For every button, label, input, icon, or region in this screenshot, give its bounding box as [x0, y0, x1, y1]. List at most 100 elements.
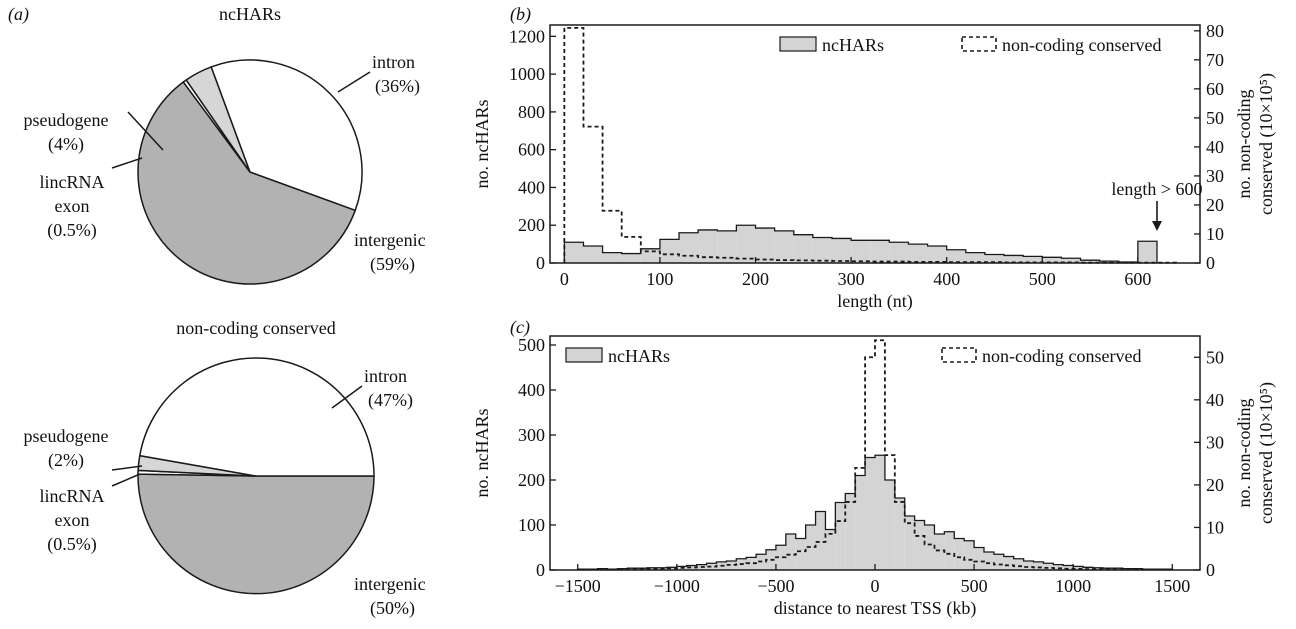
bar-ncHARs	[946, 249, 966, 263]
pie-slice-intergenic	[137, 473, 375, 595]
legend-label-non-coding-conserved: non-coding conserved	[1002, 35, 1161, 55]
y2-tick-label: 20	[1206, 195, 1224, 215]
pie-top-title: ncHARs	[219, 4, 281, 24]
pie-top-intron-pct: (36%)	[375, 76, 420, 97]
pie-bottom-intron-pct: (47%)	[368, 390, 413, 411]
pie-bottom-title: non-coding conserved	[176, 318, 335, 338]
bar-ncHARs	[746, 557, 757, 570]
series-line-ncHARs	[563, 224, 1158, 263]
pie-chart-nchars	[137, 59, 363, 285]
y2-tick-label: 10	[1206, 517, 1224, 537]
bar-ncHARs	[845, 493, 856, 570]
pie-top-intergenic-label: intergenic	[354, 230, 426, 250]
pie-bottom-intron-leader	[331, 385, 363, 409]
bar-ncHARs	[1080, 260, 1100, 263]
bar-ncHARs	[1061, 258, 1081, 263]
bar-ncHARs	[865, 457, 875, 570]
bar-ncHARs	[831, 238, 852, 263]
bar-ncHARs	[717, 230, 737, 263]
y-tick-label: 1200	[509, 26, 545, 46]
bar-ncHARs	[870, 240, 890, 263]
y2-tick-label: 0	[1206, 253, 1215, 273]
pie-top-pseudogene-leader	[127, 111, 164, 151]
bar-ncHARs	[602, 252, 622, 263]
y-tick-label: 0	[536, 560, 545, 580]
y2-tick-label: 30	[1206, 166, 1224, 186]
y-tick-label: 400	[518, 177, 545, 197]
pie-top-lincrna-pct: (0.5%)	[47, 220, 96, 241]
x-tick-label: 0	[871, 576, 880, 596]
pie-bottom-lincrna-label-2: exon	[55, 510, 90, 530]
bar-ncHARs	[944, 531, 955, 570]
panel-c-label: (c)	[510, 317, 530, 338]
bar-ncHARs	[1023, 561, 1034, 570]
legend-label-ncHARs: ncHARs	[822, 35, 884, 55]
bar-ncHARs	[1023, 256, 1043, 263]
bar-ncHARs	[1042, 257, 1062, 263]
y-tick-label: 800	[518, 102, 545, 122]
pie-slice-intron	[138, 357, 375, 477]
pie-top-intergenic-pct: (59%)	[370, 254, 415, 275]
bar-ncHARs	[954, 538, 965, 570]
bar-ncHARs	[774, 230, 794, 263]
y2-tick-label: 40	[1206, 137, 1224, 157]
y2-tick-label: 40	[1206, 390, 1224, 410]
pie-bottom-intergenic-label: intergenic	[354, 574, 426, 594]
x-tick-label: 500	[1029, 269, 1056, 289]
bar-ncHARs	[659, 239, 680, 263]
bar-ncHARs	[1073, 566, 1084, 570]
bar-ncHARs	[1137, 241, 1157, 263]
bar-ncHARs	[1099, 261, 1119, 263]
bar-ncHARs	[884, 480, 895, 570]
bar-ncHARs	[984, 254, 1005, 263]
bar-ncHARs	[825, 529, 836, 570]
pie-top-pseudogene-pct: (4%)	[48, 134, 84, 155]
bar-ncHARs	[974, 547, 984, 570]
bar-ncHARs	[934, 534, 945, 570]
y-axis-label: no. ncHARs	[472, 100, 492, 189]
annotation-arrow-head	[1151, 221, 1162, 231]
bar-ncHARs	[640, 248, 660, 263]
bar-ncHARs	[914, 520, 925, 570]
bar-ncHARs	[927, 246, 947, 263]
series-line-non-coding-conserved	[563, 27, 1177, 264]
bar-ncHARs	[1053, 564, 1064, 570]
legend-swatch-ncHARs	[779, 36, 817, 52]
bar-ncHARs	[908, 244, 928, 263]
x-tick-label: −1500	[555, 576, 601, 596]
y-tick-label: 200	[518, 215, 545, 235]
bar-ncHARs	[785, 534, 796, 570]
x-tick-label: 300	[838, 269, 865, 289]
y2-axis-label-line1: no. non-coding	[1234, 90, 1254, 199]
x-tick-label: 1500	[1154, 576, 1190, 596]
panel-a-label: (a)	[8, 4, 29, 25]
y2-axis-label-line2: conserved (10×10⁵)	[1256, 382, 1277, 524]
bar-ncHARs	[726, 561, 737, 570]
x-tick-label: 400	[933, 269, 960, 289]
pie-top-lincrna-label-1: lincRNA	[40, 172, 105, 192]
y2-tick-label: 30	[1206, 432, 1224, 452]
bar-ncHARs	[904, 516, 915, 570]
annotation-length-over-600: length > 600	[1111, 179, 1202, 199]
y-tick-label: 300	[518, 425, 545, 445]
y-tick-label: 200	[518, 470, 545, 490]
y2-tick-label: 10	[1206, 224, 1224, 244]
pie-bottom-lincrna-label-1: lincRNA	[40, 486, 105, 506]
bar-ncHARs	[835, 502, 846, 570]
pie-slice-intron	[210, 59, 363, 212]
histogram-tss-distance: −1500 −1000 −500 0 500 1000 150001002003004005…	[472, 335, 1277, 619]
bar-ncHARs	[775, 545, 786, 570]
y2-tick-label: 50	[1206, 108, 1224, 128]
bar-ncHARs	[1033, 561, 1044, 570]
bar-ncHARs	[889, 242, 909, 263]
pie-slice-intergenic	[137, 80, 357, 285]
bar-ncHARs	[993, 554, 1004, 570]
x-tick-label: −1000	[654, 576, 700, 596]
y-tick-label: 100	[518, 515, 545, 535]
bar-ncHARs	[755, 228, 775, 263]
bar-ncHARs	[706, 563, 717, 570]
plot-frame	[549, 24, 1201, 264]
bar-ncHARs	[815, 511, 826, 570]
y2-axis-label-line2: conserved (10×10⁵)	[1256, 73, 1277, 215]
y2-axis-label-line1: no. non-coding	[1234, 399, 1254, 508]
